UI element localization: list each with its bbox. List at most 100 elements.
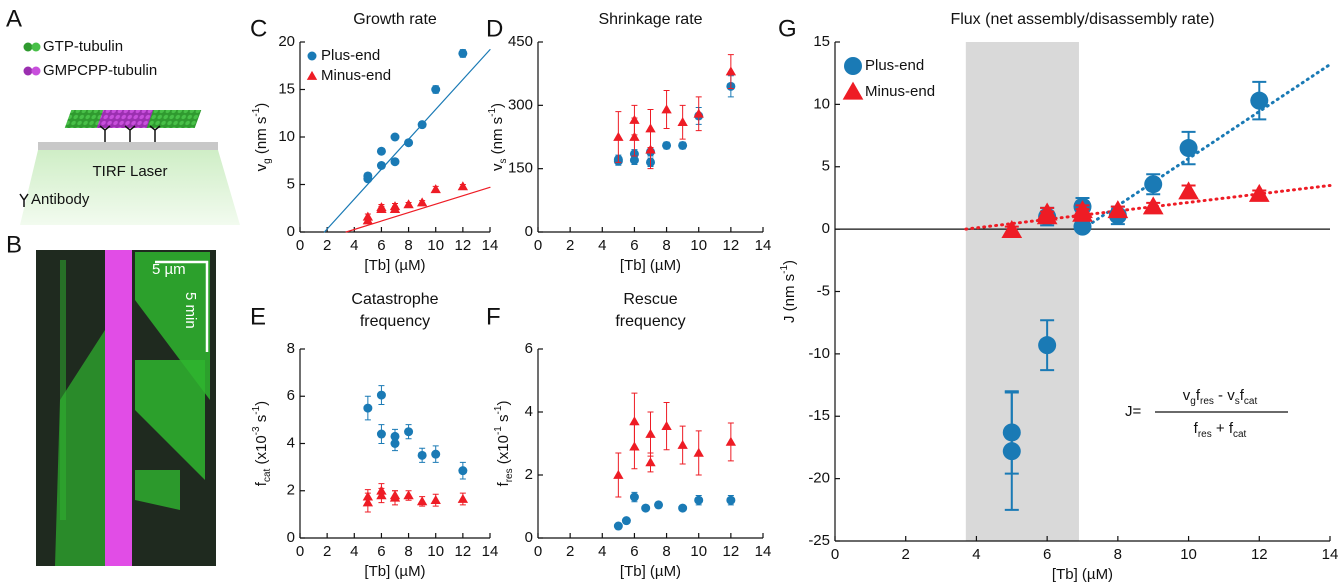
x-tick-label: 6 xyxy=(377,543,385,560)
y-tick-label: 5 xyxy=(287,175,295,192)
marker xyxy=(629,492,639,502)
x-tick-label: 10 xyxy=(1180,546,1197,563)
text-part: - v xyxy=(1214,387,1235,404)
growth xyxy=(60,260,66,520)
x-tick-label: 8 xyxy=(662,237,670,254)
text-part: res xyxy=(504,468,515,482)
marker xyxy=(457,493,469,503)
x-tick-label: 2 xyxy=(323,543,331,560)
icon xyxy=(23,42,33,52)
chart-title: Flux (net assembly/disassembly rate) xyxy=(950,11,1214,28)
marker xyxy=(629,131,640,141)
legend-marker xyxy=(307,51,317,61)
marker xyxy=(1179,139,1198,158)
y-tick-label: 10 xyxy=(813,95,830,112)
marker xyxy=(431,449,441,459)
marker xyxy=(416,197,428,207)
scale-label: 5 µm xyxy=(152,261,186,278)
legend-marker xyxy=(842,81,864,100)
y-tick-label: -15 xyxy=(808,407,830,424)
marker xyxy=(726,495,736,505)
marker xyxy=(1142,196,1164,215)
laser-label: TIRF Laser xyxy=(92,163,167,180)
y-axis-label: fcat (x10-3 s-1) xyxy=(251,401,273,486)
panel-b: B 5 µm 5 min xyxy=(6,231,216,566)
y-tick-label: 2 xyxy=(525,466,533,483)
growth xyxy=(135,470,180,510)
marker xyxy=(641,503,651,513)
text-part: (x10 xyxy=(253,435,270,468)
marker xyxy=(417,450,427,460)
growth xyxy=(135,360,205,480)
x-tick-label: 6 xyxy=(630,237,638,254)
panel-letter: D xyxy=(486,15,503,42)
marker xyxy=(645,428,656,438)
marker xyxy=(693,108,704,118)
x-tick-label: 0 xyxy=(831,546,839,563)
text-part: f xyxy=(1196,387,1201,404)
marker xyxy=(1073,217,1092,236)
text-part: (x10 xyxy=(495,435,512,468)
marker xyxy=(430,184,441,194)
marker xyxy=(417,120,427,130)
x-tick-label: 6 xyxy=(630,543,638,560)
marker xyxy=(430,495,441,505)
marker xyxy=(376,429,386,439)
x-tick-label: 8 xyxy=(662,543,670,560)
fit-line xyxy=(964,183,1332,231)
text-part: v xyxy=(489,163,506,171)
x-tick-label: 2 xyxy=(902,546,910,563)
marker xyxy=(416,496,428,506)
x-tick-label: 6 xyxy=(377,237,385,254)
y-tick-label: 0 xyxy=(525,223,533,240)
text-part: [Tb] (µM) xyxy=(620,563,681,580)
marker xyxy=(362,211,374,221)
marker xyxy=(363,403,373,413)
marker xyxy=(390,157,400,167)
laser-beam xyxy=(20,150,240,225)
y-tick-label: 0 xyxy=(525,529,533,546)
y-tick-label: 0 xyxy=(822,220,830,237)
panel-letter: F xyxy=(486,303,501,330)
marker xyxy=(693,447,704,457)
y-axis-label: fres (x10-1 s-1) xyxy=(493,401,515,487)
x-axis-label: [Tb] (µM) xyxy=(1052,566,1113,583)
text-part: s xyxy=(498,159,509,164)
formula-numerator: vgfres - vsfcat xyxy=(1183,387,1258,407)
text-part: -1 xyxy=(779,265,790,274)
marker xyxy=(1001,220,1023,239)
icon xyxy=(31,42,41,52)
x-tick-label: 12 xyxy=(1251,546,1268,563)
text-part: v xyxy=(253,163,270,171)
text-part: -1 xyxy=(251,107,262,116)
marker xyxy=(457,181,469,191)
text-part: cat xyxy=(1233,429,1247,440)
chart-title: Catastrophe xyxy=(351,291,438,308)
panel-letter: G xyxy=(778,15,797,42)
legend-marker xyxy=(306,70,318,80)
marker xyxy=(390,431,400,441)
shaded-region xyxy=(965,42,1079,541)
x-axis-label: [Tb] (µM) xyxy=(364,257,425,274)
x-tick-label: 4 xyxy=(350,543,358,560)
text-part: f xyxy=(495,481,512,486)
x-tick-label: 12 xyxy=(723,237,740,254)
chart-title: frequency xyxy=(360,313,430,330)
y-tick-label: 5 xyxy=(822,158,830,175)
x-tick-label: 2 xyxy=(566,237,574,254)
marker xyxy=(678,140,688,150)
icon xyxy=(23,66,33,76)
marker xyxy=(403,490,414,500)
text-part: ) xyxy=(253,103,270,108)
legend-label: Plus-end xyxy=(865,57,924,74)
y-tick-label: 150 xyxy=(508,160,533,177)
y-tick-label: 15 xyxy=(278,80,295,97)
x-tick-label: 6 xyxy=(1043,546,1051,563)
marker xyxy=(1038,336,1057,355)
x-tick-label: 0 xyxy=(296,237,304,254)
y-tick-label: 4 xyxy=(525,403,533,420)
y-tick-label: 300 xyxy=(508,96,533,113)
y-tick-label: 4 xyxy=(287,434,295,451)
marker xyxy=(389,201,401,211)
